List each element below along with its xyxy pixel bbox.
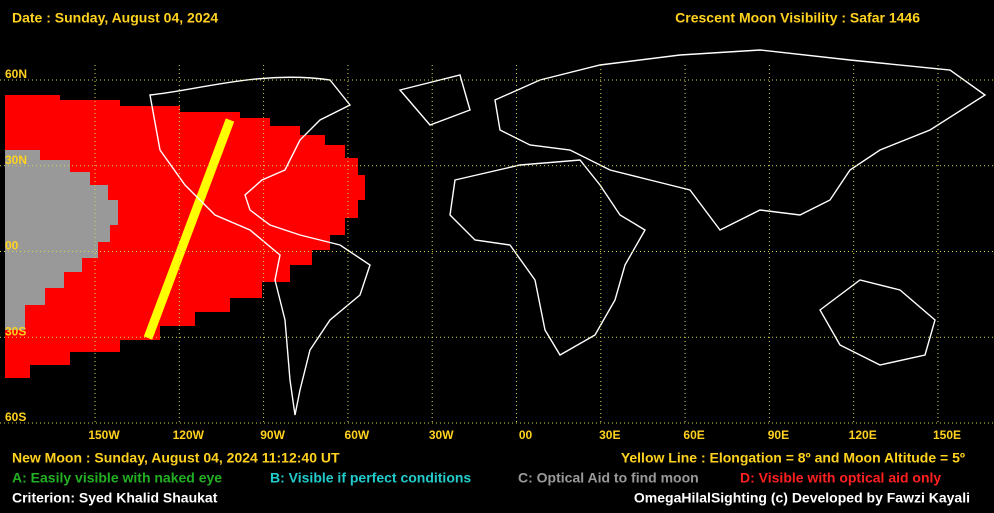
- lon-label: 60W: [345, 428, 370, 442]
- legend-c: C: Optical Aid to find moon: [518, 470, 699, 486]
- lon-label: 00: [519, 428, 533, 442]
- yellow-line: [143, 118, 235, 340]
- lon-label: 150W: [88, 428, 120, 442]
- legend-b: B: Visible if perfect conditions: [270, 470, 471, 486]
- lon-label: 120W: [173, 428, 205, 442]
- zone-c: [5, 150, 118, 330]
- yellow-line-note: Yellow Line : Elongation = 8º and Moon A…: [621, 450, 965, 466]
- lat-label: 00: [5, 239, 19, 253]
- lon-label: 150E: [933, 428, 961, 442]
- lon-label: 90W: [260, 428, 285, 442]
- legend-a: A: Easily visible with naked eye: [12, 470, 222, 486]
- coastlines: [149, 49, 987, 416]
- lon-label: 30W: [429, 428, 454, 442]
- credit: OmegaHilalSighting (c) Developed by Fawz…: [634, 490, 970, 506]
- lon-label: 60E: [683, 428, 704, 442]
- lon-label: 90E: [768, 428, 789, 442]
- lon-label: 120E: [849, 428, 877, 442]
- map-title: Crescent Moon Visibility : Safar 1446: [675, 10, 920, 26]
- date: Date : Sunday, August 04, 2024: [12, 10, 218, 26]
- lat-label: 60N: [5, 67, 27, 81]
- lat-label: 30S: [5, 324, 26, 338]
- new-moon: New Moon : Sunday, August 04, 2024 11:12…: [12, 450, 340, 466]
- graticule: 60N 30N 00 30S 60S 150W 120W 90W 60W 30W 00 30E 60E 9…: [0, 65, 994, 442]
- lat-label: 30N: [5, 153, 27, 167]
- lat-label: 60S: [5, 410, 26, 424]
- legend-d: D: Visible with optical aid only: [740, 470, 941, 486]
- lon-label: 30E: [599, 428, 620, 442]
- criterion: Criterion: Syed Khalid Shaukat: [12, 490, 218, 506]
